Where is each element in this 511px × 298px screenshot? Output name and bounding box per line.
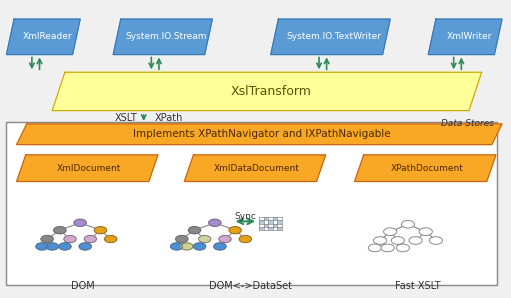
Circle shape [401,221,414,228]
Circle shape [429,237,443,244]
Text: Implements XPathNavigator and IXPathNavigable: Implements XPathNavigator and IXPathNavi… [133,129,391,139]
Text: XSLT: XSLT [114,113,137,123]
Bar [273,224,277,227]
Circle shape [409,237,422,244]
Circle shape [105,235,117,243]
Circle shape [239,235,251,243]
Circle shape [46,243,58,250]
Text: XmlDocument: XmlDocument [57,164,121,173]
Text: System.IO.Stream: System.IO.Stream [126,32,207,41]
Circle shape [194,243,206,250]
Circle shape [209,219,221,226]
Bar [268,227,273,230]
Bar [268,220,273,224]
Circle shape [374,237,387,244]
Polygon shape [428,19,502,55]
Circle shape [181,243,193,250]
Circle shape [199,235,211,243]
Text: XPath: XPath [155,113,183,123]
Polygon shape [113,19,212,55]
Text: Sync: Sync [235,212,257,221]
Bar [277,220,282,224]
Circle shape [384,228,397,235]
Bar [259,227,264,230]
Text: DOM: DOM [71,281,95,291]
Circle shape [54,227,66,234]
Text: System.IO.TextWriter: System.IO.TextWriter [287,32,382,41]
FancyBboxPatch shape [7,122,497,285]
Circle shape [64,235,76,243]
Bar [277,227,282,230]
Circle shape [419,228,432,235]
Text: XmlDataDocument: XmlDataDocument [214,164,299,173]
Circle shape [171,243,183,250]
Polygon shape [52,72,482,111]
Circle shape [214,243,226,250]
Bar [273,217,277,220]
Circle shape [396,244,409,252]
Polygon shape [17,155,158,181]
Circle shape [229,227,241,234]
Polygon shape [184,155,326,181]
Circle shape [59,243,71,250]
Text: DOM<->DataSet: DOM<->DataSet [209,281,292,291]
Circle shape [391,237,404,244]
Polygon shape [271,19,390,55]
Polygon shape [355,155,496,181]
Text: XPathDocument: XPathDocument [390,164,463,173]
Circle shape [219,235,231,243]
Text: XslTransform: XslTransform [230,85,311,98]
Circle shape [41,235,53,243]
Text: Data Stores: Data Stores [442,119,494,128]
Polygon shape [7,19,80,55]
Circle shape [381,244,394,252]
Circle shape [74,219,86,226]
Circle shape [84,235,97,243]
Circle shape [95,227,107,234]
Circle shape [368,244,382,252]
Text: Fast XSLT: Fast XSLT [396,281,441,291]
Polygon shape [17,124,502,145]
Bar [264,217,268,220]
Text: XmlWriter: XmlWriter [446,32,492,41]
Circle shape [36,243,48,250]
Circle shape [79,243,91,250]
Circle shape [176,235,188,243]
Text: XmlReader: XmlReader [22,32,72,41]
Circle shape [189,227,201,234]
Bar [264,224,268,227]
Bar [259,220,264,224]
